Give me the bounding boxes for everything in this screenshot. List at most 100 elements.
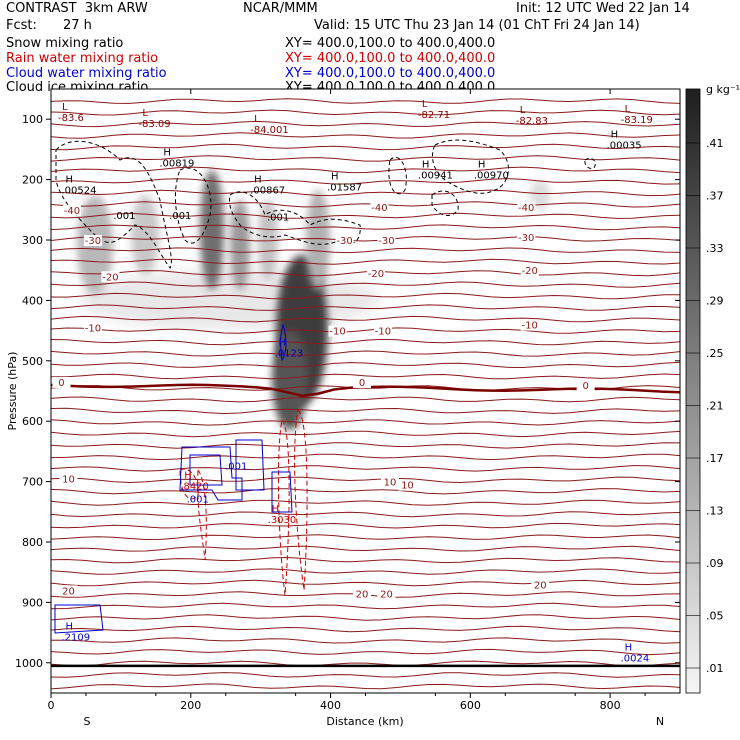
temp-label-bg [398,479,417,491]
extremum-value: .00819 [159,158,194,169]
rain-contour [294,409,308,591]
extremum-marker: L [625,104,631,115]
extremum-value: .00524 [61,186,96,197]
legend-rain-xy: XY= 400.0,100.0 to 400.0,400.0 [285,51,496,66]
isotherm-line [51,442,680,449]
colorbar: .41 .37 .33 .29 .25 .21 .17 .13 .09 .05 .01 g kg⁻¹ [685,83,740,694]
isotherm-line [51,556,680,564]
x-tick-label: 800 [600,699,621,712]
isotherm-line [51,430,680,438]
temperature-label: 20 [534,580,547,591]
temp-label-bg [59,585,78,597]
colorbar-level: .01 [706,662,724,675]
cloud-water-contour [189,454,223,486]
ice-contour [432,139,509,194]
y-tick-label: 900 [22,596,43,609]
colorbar-level: .13 [706,505,724,518]
y-tick-label: 1000 [15,657,43,670]
extremum-marker: H [279,338,287,349]
isotherm-line [51,315,680,323]
extremum-marker: L [520,105,526,116]
temperature-label: 20 [380,589,393,600]
temperature-label: -10 [375,327,391,338]
south-endpoint: S [84,715,91,728]
extremum-marker: H [422,160,430,171]
extremum-value: -84.001 [250,125,289,136]
rain-contour [179,468,199,500]
isotherm-line [51,155,680,162]
temp-label-bg [373,325,392,337]
colorbar-level: .05 [706,610,724,623]
isotherm-line [51,683,680,690]
x-tick-label: 400 [320,699,341,712]
temperature-label: 0 [58,378,64,389]
colorbar-unit: g kg⁻¹ [706,83,740,96]
isotherm-line [51,247,680,254]
y-tick-label: 600 [22,415,43,428]
y-axis-label: Pressure (hPa) [6,352,19,431]
isotherm-line [51,189,680,197]
temperature-label: -10 [522,321,538,332]
temperature-label: -40 [518,203,534,214]
temp-label-bg [328,325,347,337]
init-time: Init: 12 UTC Wed 22 Jan 14 [516,1,690,16]
contour-label: .001 [267,213,289,224]
temp-label-bg [531,579,550,591]
temp-label-bg [335,235,354,247]
rain-contour [277,418,290,596]
isotherm-line [51,672,680,678]
y-tick-label: 400 [22,294,43,307]
isotherm-line [51,419,680,426]
x-axis-label: Distance (km) [326,715,403,728]
extremum-value: -83.19 [621,115,653,126]
ice-contour [388,157,407,195]
isotherm-line [51,327,680,334]
temp-label-bg [52,376,71,388]
y-tick-label: 200 [22,174,43,187]
isotherm-line [51,476,680,484]
temperature-label: 10 [62,475,75,486]
cloud-water-contours [54,323,293,634]
cloud-water-contour [280,323,287,362]
contour-label: .001 [225,462,247,473]
cloud-ice-contours [55,139,596,269]
isotherm-line [51,648,680,656]
legend-cloudwater-xy: XY= 400.0,100.0 to 400.0,400.0 [285,66,496,81]
fcst-value: 27 h [63,18,92,33]
cloud-water-contour [54,604,104,634]
isotherm-line [51,143,680,151]
isotherm-line [51,201,680,208]
temp-label-bg [59,473,78,485]
temp-label-bg [353,376,372,388]
contour-label: .001 [187,495,209,506]
extremum-marker: H [65,622,73,633]
extremum-marker: H [254,175,262,186]
isotherm-line [51,373,680,380]
temp-label-bg [353,588,372,600]
temperature-label: 10 [401,481,414,492]
extremum-value: .00035 [607,140,642,151]
extremum-value: -83.6 [58,113,84,124]
isotherm-line [51,258,680,265]
x-axis: 0 200 400 600 800 [48,89,646,712]
extremum-value: .0123 [275,349,304,360]
isotherm-line [51,338,680,346]
colorbar-level: .25 [706,347,724,360]
temp-label-bg [520,265,539,277]
extremum-value: .2109 [61,633,90,644]
temperature-label: 20 [62,586,75,597]
extremum-value: -82.83 [516,116,548,127]
isotherm-line [51,522,680,529]
legend-snow-label: Snow mixing ratio [6,36,124,51]
rain-contours [179,409,308,596]
isotherm-line [51,120,680,128]
isotherm-line [51,98,680,104]
y-tick-label: 800 [22,536,43,549]
isotherm-line [51,568,680,575]
isotherm-line [51,292,680,300]
isotherm-line [51,212,680,219]
isotherm-line [51,407,680,415]
isotherm-line [51,499,680,506]
snow-shade-blob [131,195,159,275]
